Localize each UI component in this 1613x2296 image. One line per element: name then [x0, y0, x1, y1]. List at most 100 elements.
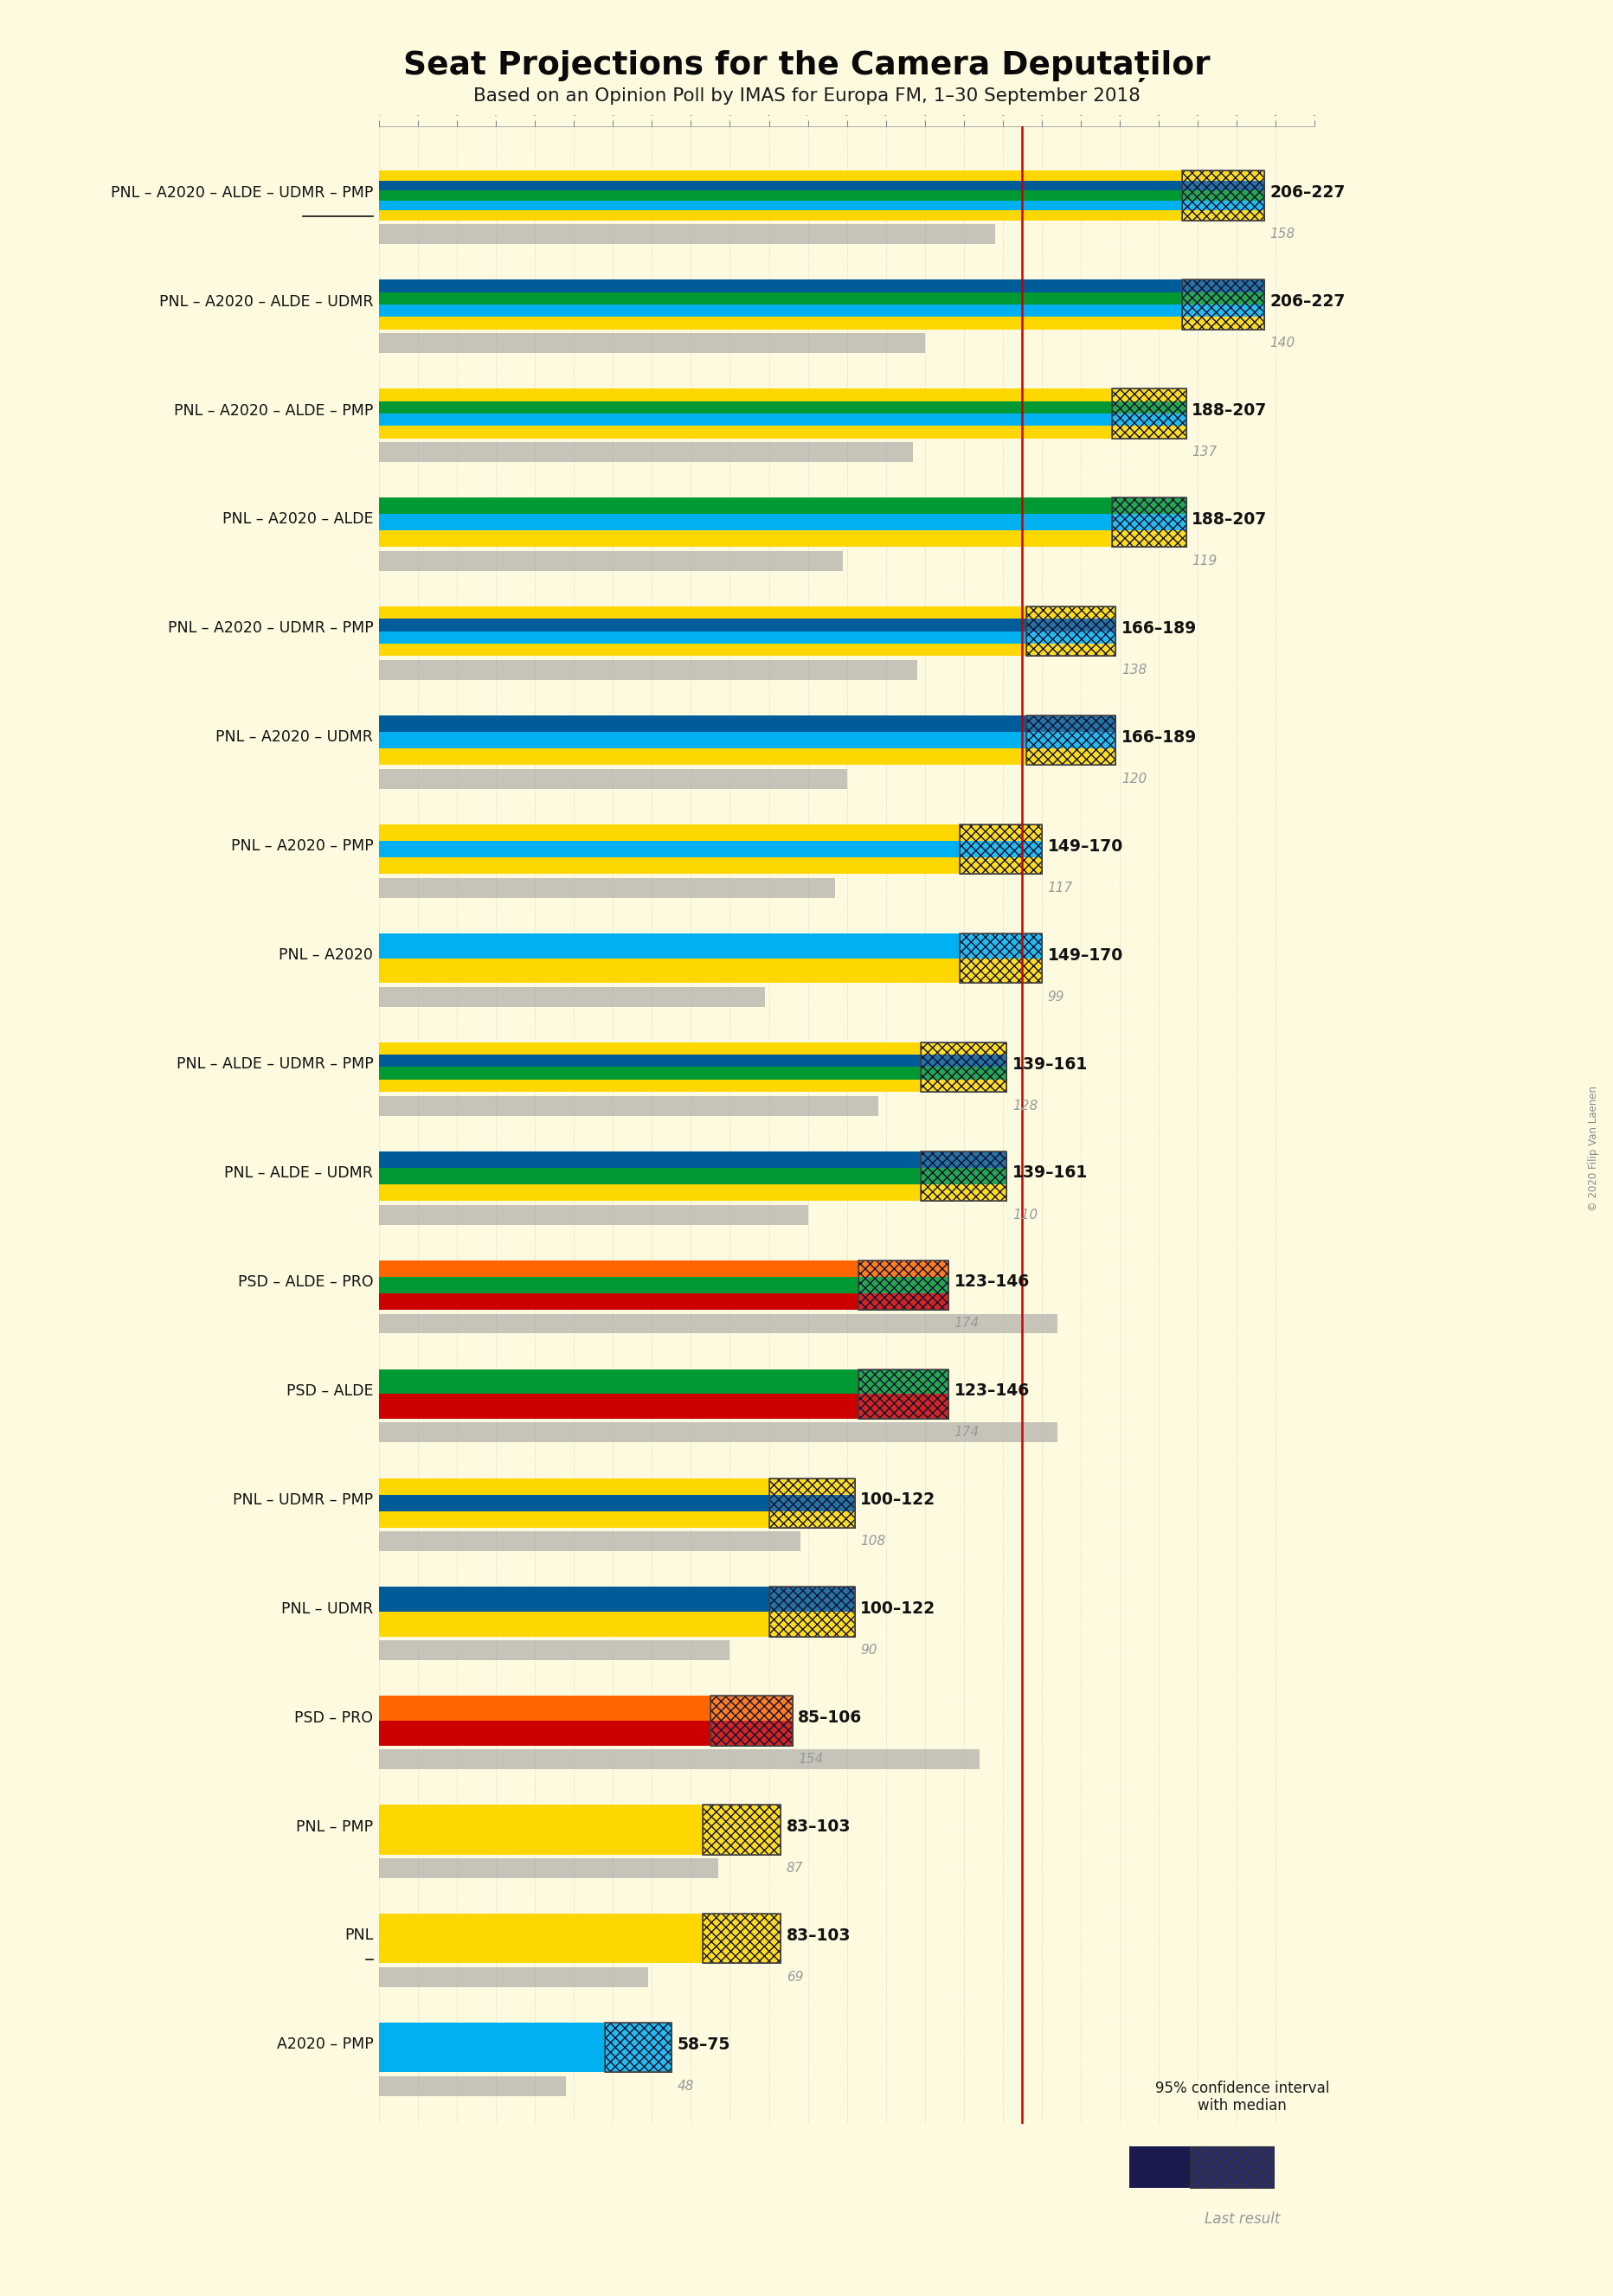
- Text: 149–170: 149–170: [1047, 838, 1123, 854]
- Bar: [379, 1277, 858, 1293]
- Bar: [379, 225, 995, 243]
- Bar: [921, 1169, 1007, 1185]
- Bar: [379, 317, 1182, 328]
- Text: PNL – A2020 – UDMR – PMP: PNL – A2020 – UDMR – PMP: [168, 620, 373, 636]
- Bar: [379, 170, 1182, 181]
- Bar: [379, 2023, 605, 2048]
- Bar: [1026, 732, 1116, 748]
- Bar: [858, 1293, 948, 1309]
- Bar: [379, 181, 1182, 191]
- Text: PNL – A2020 – ALDE – PMP: PNL – A2020 – ALDE – PMP: [174, 402, 373, 418]
- Bar: [921, 1150, 1007, 1169]
- Bar: [379, 1495, 769, 1511]
- Bar: [921, 1068, 1007, 1079]
- Bar: [703, 1915, 781, 1963]
- Bar: [379, 1531, 800, 1552]
- Text: 137: 137: [1192, 445, 1218, 459]
- Bar: [710, 1720, 792, 1745]
- Bar: [1182, 170, 1265, 181]
- Text: 119: 119: [1192, 556, 1218, 567]
- Bar: [1111, 514, 1186, 530]
- Bar: [1111, 498, 1186, 546]
- Bar: [858, 1368, 948, 1419]
- Text: 108: 108: [860, 1536, 886, 1548]
- Bar: [379, 1720, 710, 1745]
- Bar: [379, 1830, 703, 1855]
- Text: PNL – UDMR: PNL – UDMR: [281, 1600, 373, 1616]
- Text: 69: 69: [787, 1970, 803, 1984]
- Bar: [921, 1079, 1007, 1093]
- Text: 123–146: 123–146: [953, 1274, 1029, 1290]
- Text: 166–189: 166–189: [1121, 620, 1197, 636]
- Bar: [960, 824, 1042, 875]
- Bar: [1111, 402, 1186, 413]
- Bar: [1182, 200, 1265, 211]
- Bar: [379, 856, 960, 875]
- Bar: [960, 824, 1042, 840]
- Bar: [379, 305, 1182, 317]
- Bar: [379, 1805, 703, 1830]
- Text: 138: 138: [1121, 664, 1147, 677]
- Text: Based on an Opinion Poll by IMAS for Europa FM, 1–30 September 2018: Based on an Opinion Poll by IMAS for Eur…: [473, 87, 1140, 106]
- Text: 90: 90: [860, 1644, 877, 1658]
- Text: 85–106: 85–106: [798, 1711, 863, 1727]
- Bar: [379, 1313, 1058, 1334]
- Bar: [379, 1079, 921, 1093]
- Bar: [858, 1394, 948, 1419]
- Bar: [379, 1587, 769, 1612]
- Bar: [1182, 305, 1265, 317]
- Bar: [1026, 716, 1116, 732]
- Bar: [769, 1511, 855, 1527]
- Bar: [960, 840, 1042, 856]
- Text: 110: 110: [1013, 1208, 1037, 1221]
- Bar: [379, 877, 836, 898]
- Bar: [960, 957, 1042, 983]
- Bar: [960, 934, 1042, 983]
- Text: 58–75: 58–75: [677, 2037, 731, 2053]
- Bar: [769, 1479, 855, 1527]
- Bar: [605, 2048, 671, 2073]
- Text: PSD – PRO: PSD – PRO: [295, 1711, 373, 1727]
- Bar: [1026, 631, 1116, 643]
- Bar: [1111, 388, 1186, 439]
- Bar: [769, 1587, 855, 1637]
- Bar: [379, 1042, 921, 1054]
- Bar: [921, 1054, 1007, 1068]
- Bar: [960, 856, 1042, 875]
- Text: 188–207: 188–207: [1192, 512, 1268, 528]
- Text: 123–146: 123–146: [953, 1382, 1029, 1398]
- Text: 166–189: 166–189: [1121, 730, 1197, 746]
- Bar: [921, 1042, 1007, 1093]
- Bar: [1182, 280, 1265, 328]
- Bar: [1111, 530, 1186, 546]
- Text: 206–227: 206–227: [1269, 294, 1345, 310]
- Bar: [379, 769, 847, 790]
- Bar: [379, 333, 924, 354]
- Bar: [379, 1424, 1058, 1442]
- Bar: [605, 2023, 671, 2073]
- Bar: [1111, 425, 1186, 439]
- Bar: [379, 824, 960, 840]
- Bar: [921, 1042, 1007, 1054]
- Bar: [858, 1368, 948, 1419]
- Text: 95% confidence interval
with median: 95% confidence interval with median: [1155, 2080, 1329, 2115]
- Bar: [921, 1042, 1007, 1093]
- Text: 87: 87: [787, 1862, 803, 1876]
- Text: 149–170: 149–170: [1047, 946, 1123, 964]
- Text: PNL – A2020 – ALDE: PNL – A2020 – ALDE: [223, 512, 373, 528]
- Bar: [960, 824, 1042, 875]
- Bar: [605, 2023, 671, 2048]
- Bar: [379, 1095, 877, 1116]
- Bar: [379, 659, 916, 680]
- Text: 48: 48: [677, 2080, 694, 2092]
- Bar: [379, 987, 765, 1006]
- Bar: [379, 957, 960, 983]
- Bar: [1182, 292, 1265, 305]
- Bar: [858, 1261, 948, 1277]
- Bar: [379, 1185, 921, 1201]
- Bar: [960, 934, 1042, 983]
- Bar: [379, 1368, 858, 1394]
- Bar: [379, 388, 1111, 402]
- Text: 139–161: 139–161: [1013, 1164, 1089, 1180]
- Bar: [1026, 643, 1116, 657]
